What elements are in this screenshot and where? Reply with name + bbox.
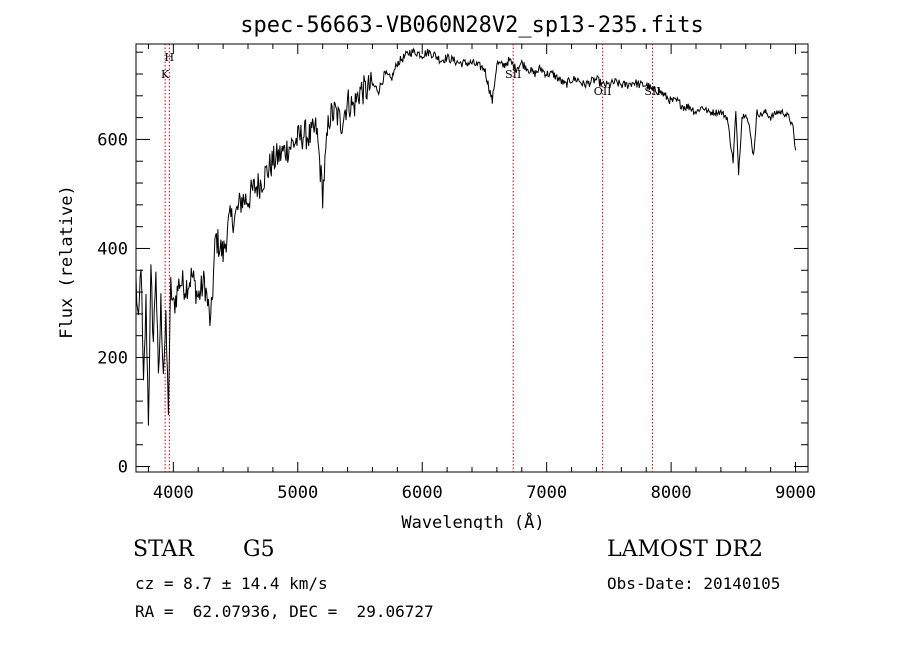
y-tick-label: 400 xyxy=(97,239,128,259)
chart-title: spec-56663-VB060N28V2_sp13-235.fits xyxy=(240,13,704,38)
x-tick-label: 4000 xyxy=(153,483,194,503)
redshift-readout: cz = 8.7 ± 14.4 km/s xyxy=(135,574,328,593)
y-tick-label: 200 xyxy=(97,349,128,369)
line-marker-label: SII xyxy=(505,68,521,81)
tick-labels: 4000 5000 6000 7000 8000 9000 0 200 400 600 xyxy=(97,130,816,503)
survey-name: LAMOST DR2 xyxy=(607,537,763,562)
line-marker-label: K xyxy=(161,68,170,81)
x-tick-label: 9000 xyxy=(775,483,816,503)
y-tick-label: 0 xyxy=(118,458,128,478)
plot-frame xyxy=(135,43,809,473)
spectrum-plot: spec-56663-VB060N28V2_sp13-235.fits 4000… xyxy=(57,13,816,530)
x-tick-label: 5000 xyxy=(277,483,318,503)
x-tick-label: 6000 xyxy=(402,483,443,503)
axis-ticks xyxy=(136,44,808,472)
x-tick-label: 7000 xyxy=(526,483,567,503)
object-type: STAR xyxy=(133,537,194,562)
object-class: G5 xyxy=(243,537,275,562)
obs-date: Obs-Date: 20140105 xyxy=(607,574,781,593)
coordinates: RA = 62.07936, DEC = 29.06727 xyxy=(135,602,434,621)
line-marker-label: OII xyxy=(594,85,612,98)
x-tick-label: 8000 xyxy=(651,483,692,503)
x-axis-label: Wavelength (Å) xyxy=(401,511,544,530)
y-tick-label: 600 xyxy=(97,130,128,150)
flux-line xyxy=(135,47,797,426)
flux-series xyxy=(135,47,797,426)
plot-border xyxy=(135,43,809,473)
line-marker-label: H xyxy=(165,51,175,64)
y-axis-label: Flux (relative) xyxy=(57,185,77,339)
